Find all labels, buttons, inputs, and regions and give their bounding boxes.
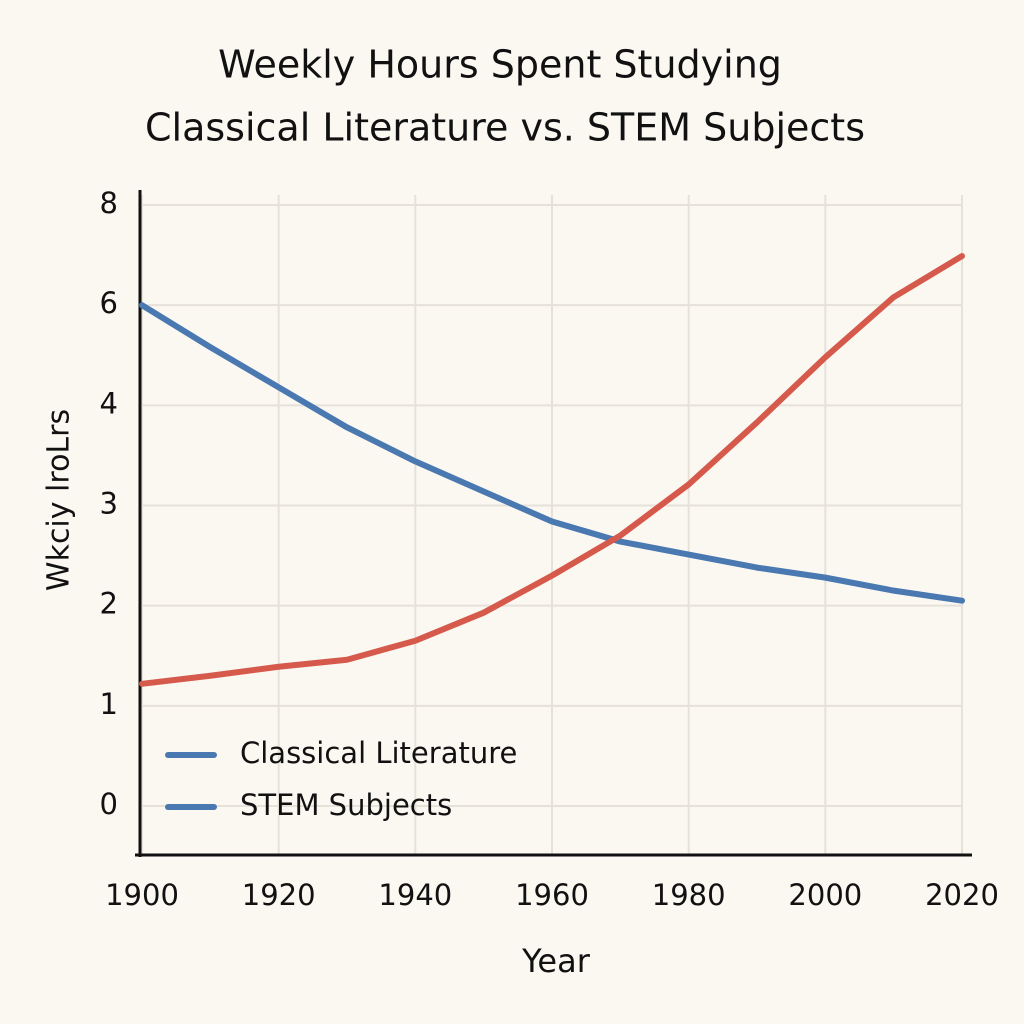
x-tick-label: 1900 — [105, 878, 179, 912]
series-line — [139, 302, 965, 604]
y-tick-label: 4 — [100, 386, 118, 420]
x-tick-label: 2020 — [925, 878, 999, 912]
y-tick-label: 2 — [100, 587, 118, 621]
x-tick-label: 1940 — [378, 878, 452, 912]
x-tick-label: 1980 — [652, 878, 726, 912]
y-tick-label: 6 — [100, 286, 118, 320]
y-tick-label: 3 — [100, 487, 118, 521]
x-tick-label: 1960 — [515, 878, 589, 912]
y-tick-label: 0 — [100, 787, 118, 821]
legend-label: STEM Subjects — [240, 788, 452, 822]
chart-title: Weekly Hours Spent Studying — [218, 43, 782, 87]
y-tick-label: 8 — [100, 186, 118, 220]
legend-label: Classical Literature — [240, 736, 517, 770]
y-axis-label: Wkciy lroLrs — [42, 409, 77, 591]
chart-title: Classical Literature vs. STEM Subjects — [145, 106, 865, 150]
y-tick-label: 1 — [100, 687, 118, 721]
x-axis-label: Year — [521, 942, 591, 980]
series-line — [139, 253, 965, 687]
x-tick-label: 1920 — [242, 878, 316, 912]
x-tick-label: 2000 — [788, 878, 862, 912]
